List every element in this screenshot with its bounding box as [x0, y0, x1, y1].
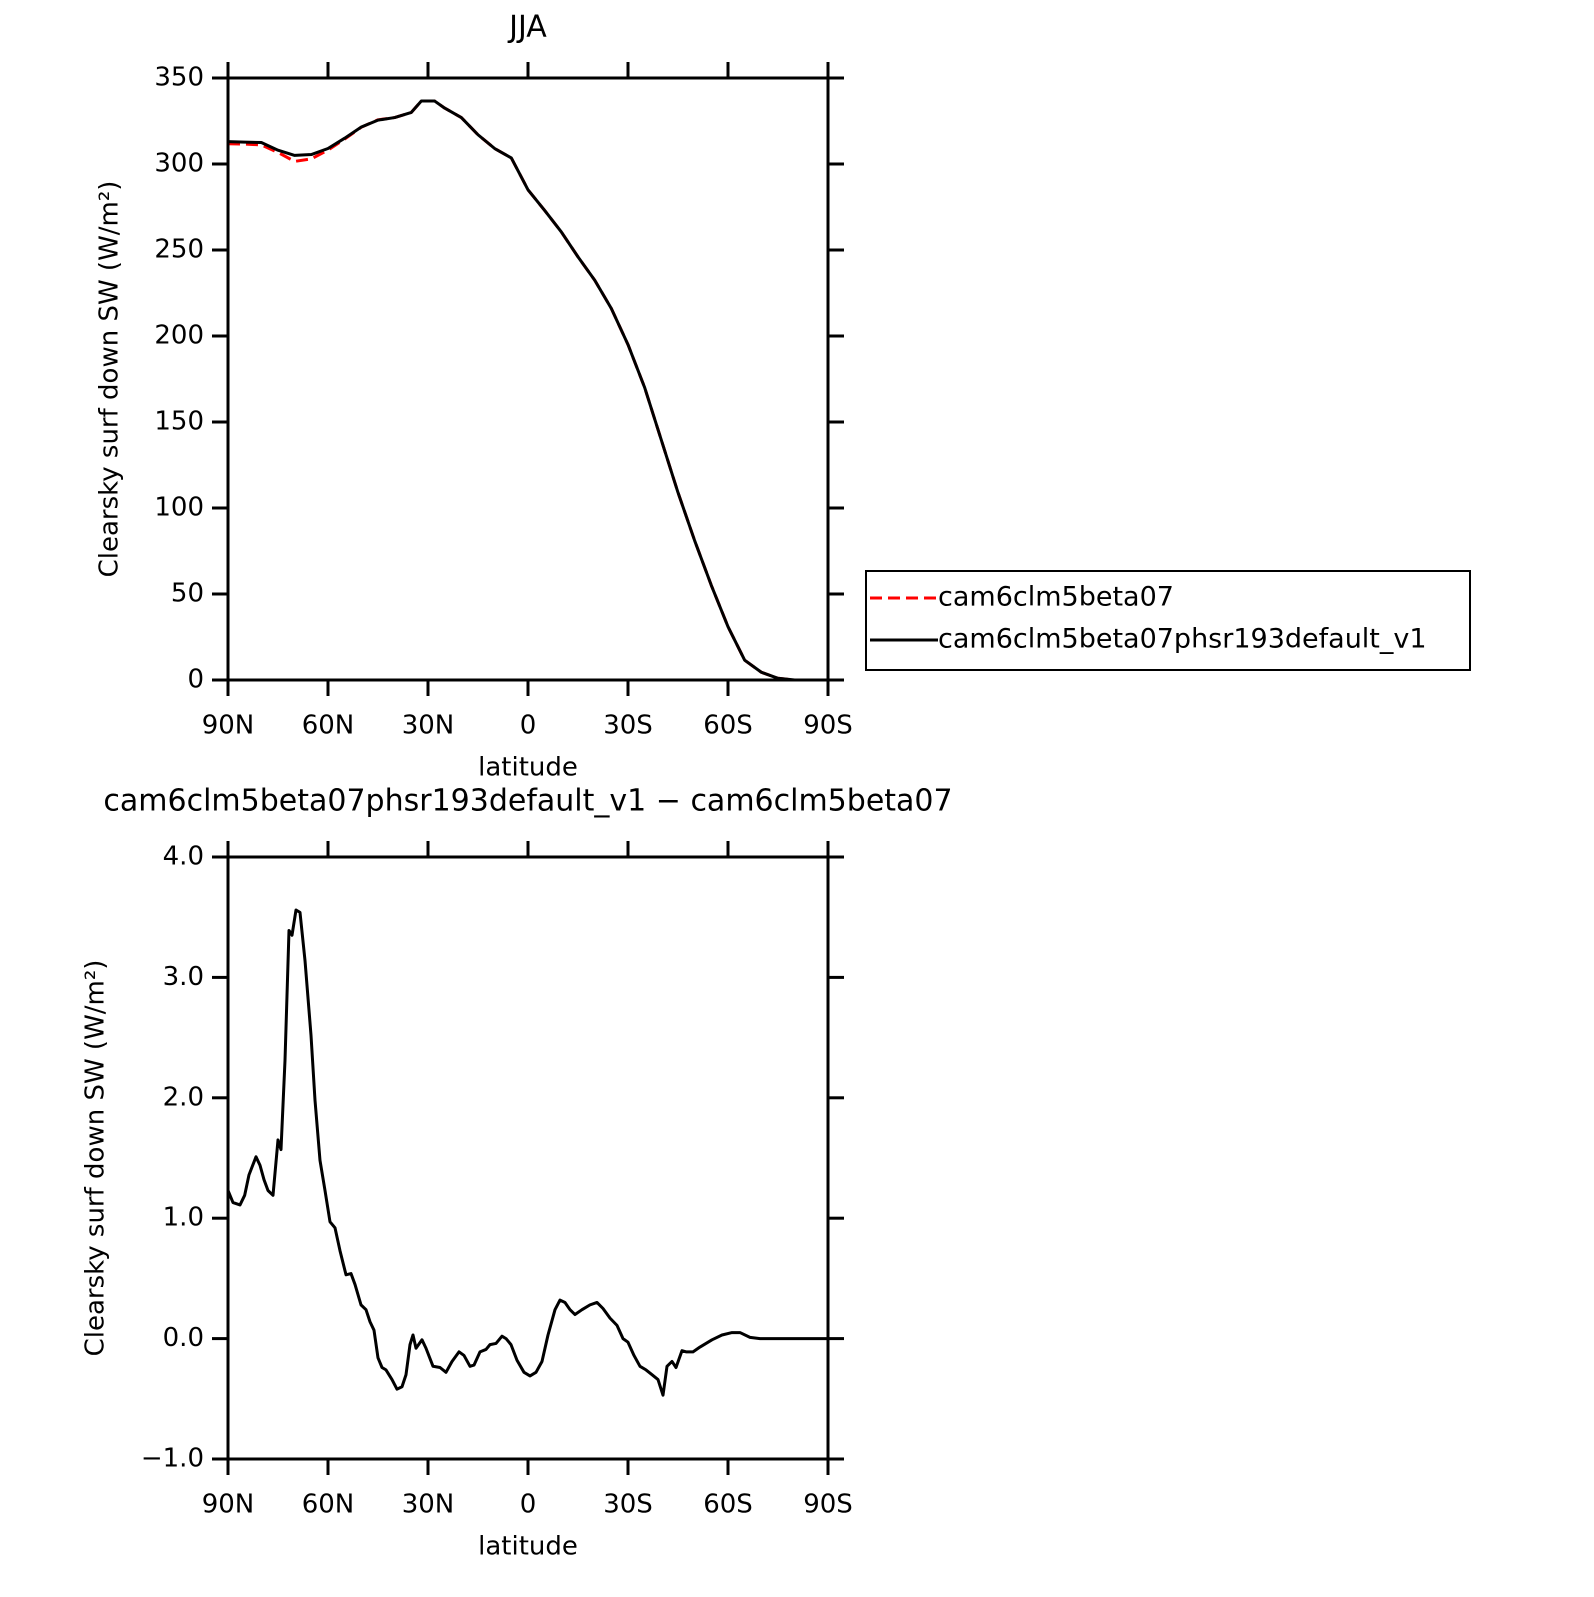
y-tick-label: 0.0: [163, 1323, 204, 1353]
x-tick-label: 30S: [603, 1490, 653, 1520]
x-tick-label: 90S: [803, 711, 853, 741]
y-axis-label: Clearsky surf down SW (W/m²): [81, 960, 111, 1357]
x-tick-label: 0: [520, 1490, 537, 1520]
x-tick-label: 90S: [803, 1490, 853, 1520]
y-tick-label: 200: [154, 321, 204, 351]
x-axis-label: latitude: [478, 1532, 578, 1562]
legend-label: cam6clm5beta07phsr193default_v1: [938, 624, 1427, 655]
chart-title: JJA: [507, 10, 547, 45]
x-tick-label: 30N: [402, 1490, 455, 1520]
data-line: [226, 908, 828, 1397]
y-tick-label: 2.0: [163, 1082, 204, 1112]
y-tick-label: 100: [154, 493, 204, 523]
x-tick-label: 30S: [603, 711, 653, 741]
plot-frame: [226, 855, 830, 1461]
x-tick-label: 60N: [302, 711, 355, 741]
y-tick-label: 150: [154, 407, 204, 437]
y-tick-label: 250: [154, 235, 204, 265]
legend-label: cam6clm5beta07: [938, 582, 1174, 613]
data-line: [227, 99, 828, 682]
y-tick-label: −1.0: [141, 1444, 204, 1474]
plot-frame: [226, 76, 830, 682]
x-tick-label: 60N: [302, 1490, 355, 1520]
x-tick-label: 60S: [703, 1490, 753, 1520]
legend-box: [865, 570, 1471, 671]
x-tick-label: 90N: [202, 711, 255, 741]
x-tick-label: 60S: [703, 711, 753, 741]
y-tick-label: 3.0: [163, 962, 204, 992]
y-tick-label: 350: [154, 63, 204, 93]
chart-title: cam6clm5beta07phsr193default_v1 − cam6cl…: [103, 784, 952, 819]
y-tick-label: 1.0: [163, 1203, 204, 1233]
x-tick-label: 30N: [402, 711, 455, 741]
y-axis-label: Clearsky surf down SW (W/m²): [95, 181, 125, 578]
y-tick-label: 4.0: [163, 842, 204, 872]
y-tick-label: 50: [171, 579, 204, 609]
x-tick-label: 0: [520, 711, 537, 741]
y-tick-label: 0: [187, 665, 204, 695]
x-axis-label: latitude: [478, 753, 578, 783]
x-tick-label: 90N: [202, 1490, 255, 1520]
y-tick-label: 300: [154, 149, 204, 179]
